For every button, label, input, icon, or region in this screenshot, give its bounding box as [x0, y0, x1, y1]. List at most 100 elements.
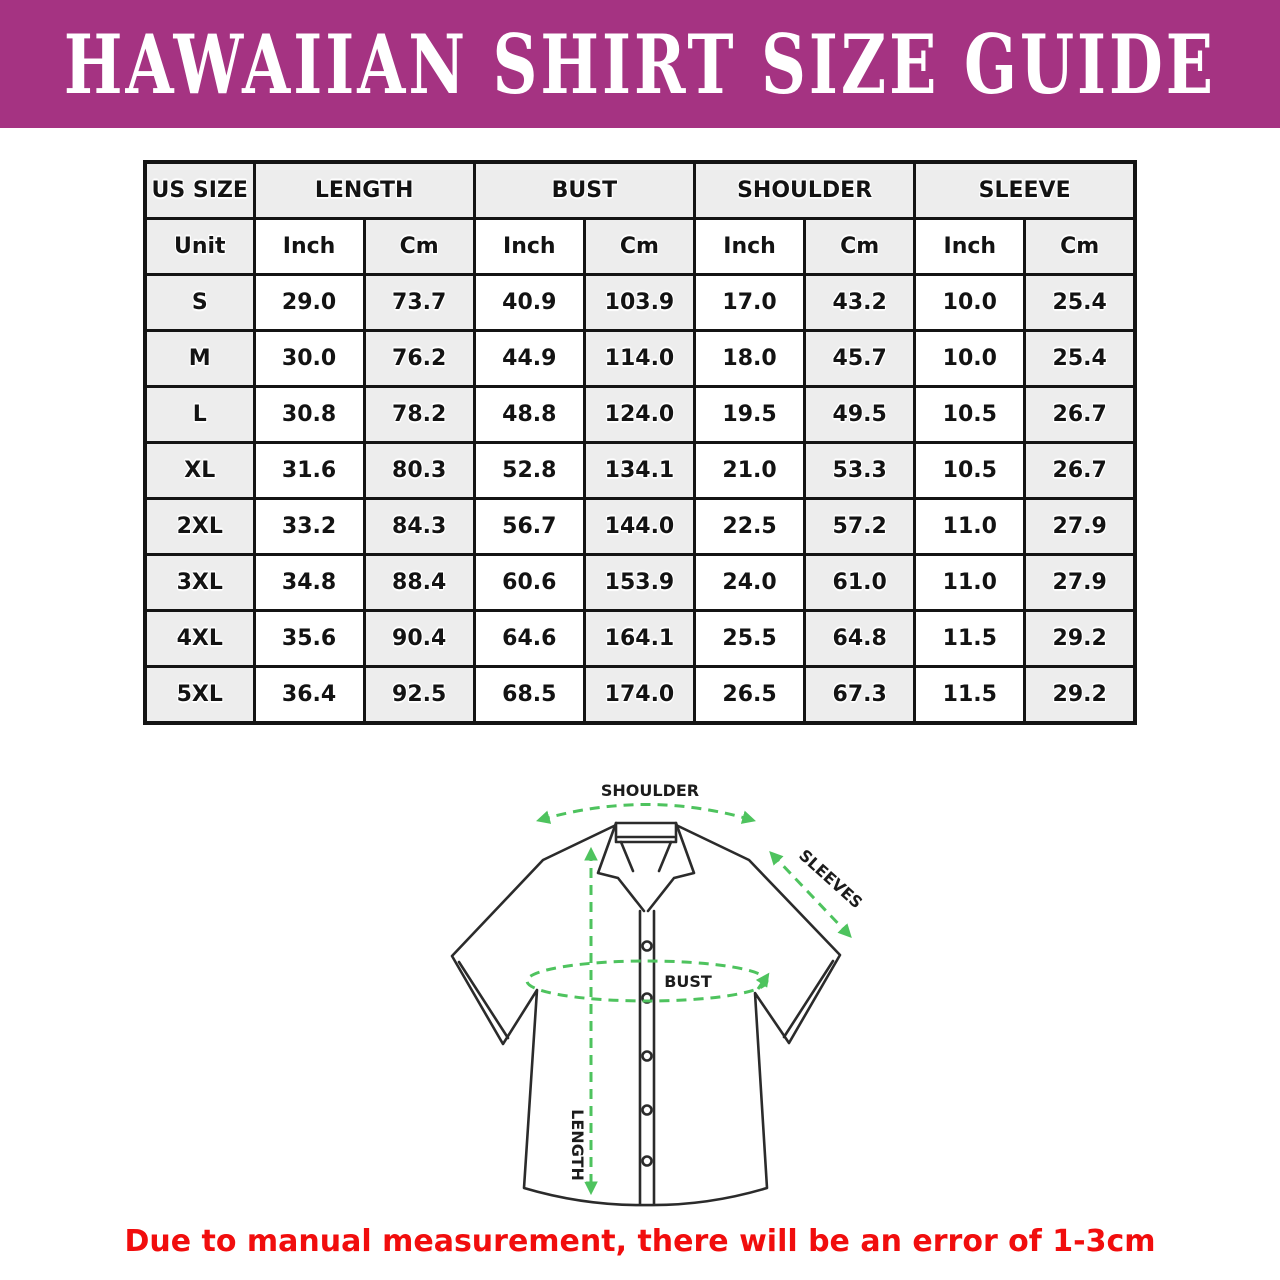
value-cell: 67.3	[803, 665, 917, 725]
column-header-length: LENGTH	[252, 160, 476, 220]
value-cell: 164.1	[582, 609, 697, 668]
value-cell: 17.0	[692, 273, 807, 332]
value-cell: 61.0	[803, 553, 917, 612]
value-cell: 57.2	[803, 497, 917, 556]
value-cell: 29.2	[1023, 665, 1137, 725]
value-cell: 103.9	[582, 273, 697, 332]
value-cell: 26.7	[1023, 385, 1137, 444]
value-cell: 29.2	[1023, 609, 1137, 668]
size-row-3xl: 3XL 34.8 88.4 60.6 153.9 24.0 61.0 11.0 27.9	[143, 553, 1137, 612]
value-cell: 84.3	[362, 497, 476, 556]
value-cell: 64.8	[803, 609, 917, 668]
value-cell: 34.8	[252, 553, 366, 612]
value-cell: 43.2	[803, 273, 917, 332]
value-cell: 11.0	[913, 553, 1027, 612]
collar-band	[614, 821, 678, 844]
shirt-measurement-diagram: SHOULDER SLEEVES BUST LENGTH	[450, 781, 866, 1207]
value-cell: 90.4	[362, 609, 476, 668]
value-cell: Inch	[913, 217, 1027, 276]
value-cell: 10.5	[913, 385, 1027, 444]
size-row-l: L 30.8 78.2 48.8 124.0 19.5 49.5 10.5 26.7	[143, 385, 1137, 444]
value-cell: Inch	[472, 217, 586, 276]
column-header-sleeve: SLEEVE	[913, 160, 1137, 220]
value-cell: 18.0	[692, 329, 807, 388]
row-label-cell: 4XL	[143, 609, 256, 668]
value-cell: 10.5	[913, 441, 1027, 500]
value-cell: 25.5	[692, 609, 807, 668]
value-cell: 114.0	[582, 329, 697, 388]
shirt-outline-drawing	[450, 821, 842, 1207]
row-label-cell: L	[143, 385, 256, 444]
value-cell: 25.4	[1023, 273, 1137, 332]
value-cell: 53.3	[803, 441, 917, 500]
value-cell: 174.0	[582, 665, 697, 725]
unit-row: Unit Inch Cm Inch Cm Inch Cm Inch Cm	[143, 217, 1137, 276]
row-label-cell: Unit	[143, 217, 256, 276]
value-cell: 10.0	[913, 329, 1027, 388]
value-cell: 64.6	[472, 609, 586, 668]
size-chart-body: Unit Inch Cm Inch Cm Inch Cm Inch Cm S 29.0 73.7 40.…	[143, 217, 1137, 725]
size-row-m: M 30.0 76.2 44.9 114.0 18.0 45.7 10.0 25.4	[143, 329, 1137, 388]
value-cell: 144.0	[582, 497, 697, 556]
value-cell: 33.2	[252, 497, 366, 556]
value-cell: 60.6	[472, 553, 586, 612]
measurement-arrows	[525, 803, 852, 1196]
value-cell: 11.5	[913, 665, 1027, 725]
length-label: LENGTH	[568, 1109, 587, 1181]
value-cell: 48.8	[472, 385, 586, 444]
value-cell: 124.0	[582, 385, 697, 444]
column-header-shoulder: SHOULDER	[692, 160, 917, 220]
value-cell: 73.7	[362, 273, 476, 332]
row-label-cell: S	[143, 273, 256, 332]
value-cell: 30.8	[252, 385, 366, 444]
value-cell: 22.5	[692, 497, 807, 556]
size-row-2xl: 2XL 33.2 84.3 56.7 144.0 22.5 57.2 11.0 27.9	[143, 497, 1137, 556]
title-banner: HAWAIIAN SHIRT SIZE GUIDE	[0, 0, 1280, 128]
value-cell: 26.7	[1023, 441, 1137, 500]
size-chart-table: US SIZE LENGTH BUST SHOULDER SLEEVE Unit Inch…	[143, 160, 1137, 725]
value-cell: 10.0	[913, 273, 1027, 332]
row-label-cell: 3XL	[143, 553, 256, 612]
value-cell: 31.6	[252, 441, 366, 500]
value-cell: 76.2	[362, 329, 476, 388]
value-cell: 92.5	[362, 665, 476, 725]
column-header-us-size: US SIZE	[143, 160, 256, 220]
row-label-cell: 2XL	[143, 497, 256, 556]
size-chart-header: US SIZE LENGTH BUST SHOULDER SLEEVE	[143, 160, 1137, 220]
value-cell: Inch	[252, 217, 366, 276]
size-row-s: S 29.0 73.7 40.9 103.9 17.0 43.2 10.0 25.4	[143, 273, 1137, 332]
value-cell: 24.0	[692, 553, 807, 612]
shoulder-label: SHOULDER	[601, 781, 699, 800]
value-cell: Cm	[1023, 217, 1137, 276]
column-header-bust: BUST	[472, 160, 697, 220]
size-row-5xl: 5XL 36.4 92.5 68.5 174.0 26.5 67.3 11.5 29.2	[143, 665, 1137, 725]
bust-label: BUST	[664, 972, 712, 991]
measurement-error-note: Due to manual measurement, there will be…	[124, 1224, 1156, 1259]
shirt-buttons	[641, 940, 653, 1167]
size-row-xl: XL 31.6 80.3 52.8 134.1 21.0 53.3 10.5 26.7	[143, 441, 1137, 500]
value-cell: 27.9	[1023, 553, 1137, 612]
value-cell: 27.9	[1023, 497, 1137, 556]
value-cell: 40.9	[472, 273, 586, 332]
value-cell: 52.8	[472, 441, 586, 500]
shoulder-arrow	[536, 803, 756, 824]
value-cell: 45.7	[803, 329, 917, 388]
value-cell: 35.6	[252, 609, 366, 668]
value-cell: Cm	[362, 217, 476, 276]
size-row-4xl: 4XL 35.6 90.4 64.6 164.1 25.5 64.8 11.5 29.2	[143, 609, 1137, 668]
row-label-cell: M	[143, 329, 256, 388]
value-cell: 11.0	[913, 497, 1027, 556]
value-cell: Inch	[692, 217, 807, 276]
value-cell: 88.4	[362, 553, 476, 612]
row-label-cell: 5XL	[143, 665, 256, 725]
value-cell: Cm	[582, 217, 697, 276]
sleeves-label: SLEEVES	[795, 846, 866, 913]
value-cell: 80.3	[362, 441, 476, 500]
value-cell: 153.9	[582, 553, 697, 612]
value-cell: Cm	[803, 217, 917, 276]
value-cell: 19.5	[692, 385, 807, 444]
value-cell: 11.5	[913, 609, 1027, 668]
value-cell: 30.0	[252, 329, 366, 388]
value-cell: 29.0	[252, 273, 366, 332]
page-title: HAWAIIAN SHIRT SIZE GUIDE	[63, 15, 1217, 113]
